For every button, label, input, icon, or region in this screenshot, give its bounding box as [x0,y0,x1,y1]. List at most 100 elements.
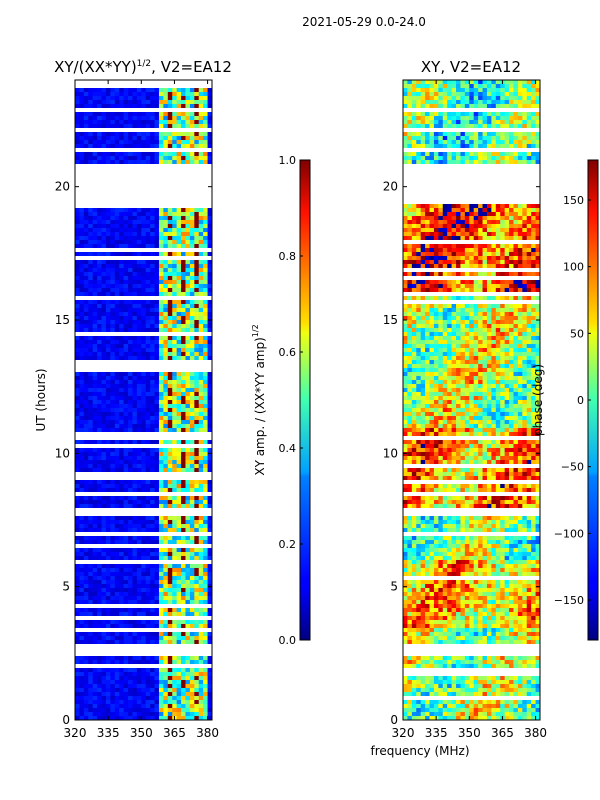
amplitude-cell [207,232,212,237]
amplitude-cell [114,160,120,165]
amplitude-cell [136,640,142,645]
amplitude-cell [154,244,160,249]
amplitude-cell [181,612,186,617]
amplitude-cell [176,460,182,465]
amplitude-cell [75,592,80,597]
amplitude-cell [141,556,147,561]
amplitude-cell [163,712,169,717]
phase-cell [411,204,417,209]
phase-cell [429,132,435,137]
amplitude-cell [97,680,102,685]
amplitude-cell [79,372,85,377]
amplitude-cell [79,224,85,229]
amplitude-cell [158,112,164,117]
amplitude-cell [181,388,186,393]
amplitude-cell [128,696,133,701]
amplitude-cell [114,420,120,425]
phase-cell [504,88,510,93]
amplitude-cell [92,132,98,137]
phase-cell [464,288,470,293]
amplitude-cell [105,236,111,241]
amplitude-cell [75,468,80,473]
amplitude-cell [176,396,182,401]
phase-cell [438,160,444,165]
amplitude-cell [189,252,195,257]
phase-cell [535,120,540,125]
amplitude-cell [150,280,155,285]
phase-cell [513,208,519,213]
amplitude-cell [185,120,191,125]
amplitude-cell [101,300,107,305]
amplitude-cell [110,240,116,245]
amplitude-cell [194,292,200,297]
amplitude-cell [163,220,169,225]
amplitude-cell [145,556,151,561]
amplitude-cell [203,636,208,641]
amplitude-cell [150,348,155,353]
amplitude-cell [176,92,182,97]
amplitude-cell [88,88,94,93]
amplitude-cell [207,448,212,453]
phase-cell [411,144,417,149]
shared-xlabel: frequency (MHz) [370,744,469,758]
amplitude-cell [154,412,160,417]
amplitude-cell [136,116,142,121]
amplitude-cell [123,276,129,281]
amplitude-cell [176,708,182,713]
amplitude-cell [158,632,164,637]
phase-cell [504,140,510,145]
amplitude-cell [110,600,116,605]
amplitude-cell [163,540,169,545]
amplitude-cell [181,528,186,533]
amplitude-cell [75,708,80,713]
amplitude-cell [114,592,120,597]
amplitude-cell [136,596,142,601]
amplitude-cell [167,88,173,93]
amplitude-cell [92,252,98,257]
phase-cell [531,264,536,269]
amplitude-cell [92,320,98,325]
amplitude-cell [123,144,129,149]
amplitude-cell [83,264,89,269]
amplitude-cell [123,216,129,221]
amplitude-cell [167,124,173,129]
amplitude-cell [141,660,147,665]
amplitude-cell [154,228,160,233]
phase-cell [495,216,501,221]
amplitude-cell [128,580,133,585]
amplitude-gap-row [75,332,212,337]
amplitude-cell [207,468,212,473]
amplitude-cell [101,104,107,109]
amplitude-cell [150,116,155,121]
phase-cell [509,244,514,249]
amplitude-cell [141,232,147,237]
phase-cell [491,228,497,233]
amplitude-cell [123,100,129,105]
amplitude-cell [189,140,195,145]
amplitude-cell [83,672,89,677]
amplitude-cell [194,484,200,489]
amplitude-cell [181,440,186,445]
amplitude-cell [185,340,191,345]
phase-cell [464,212,470,217]
phase-cell [495,272,501,277]
amplitude-cell [150,568,155,573]
amplitude-cell [119,496,125,501]
amplitude-cell [136,380,142,385]
phase-cell [504,264,510,269]
phase-cell [451,212,457,217]
amplitude-cell [105,516,111,521]
amplitude-cell [185,308,191,313]
amplitude-cell [141,236,147,241]
phase-cell [416,248,422,253]
amplitude-cell [128,392,133,397]
amplitude-cell [101,136,107,141]
amplitude-cell [105,112,111,117]
phase-cell [403,216,408,221]
amplitude-cell [154,288,160,293]
amplitude-cell [110,104,116,109]
amplitude-cell [150,636,155,641]
amplitude-cell [154,224,160,229]
amplitude-cell [198,424,204,429]
amplitude-cell [141,688,147,693]
